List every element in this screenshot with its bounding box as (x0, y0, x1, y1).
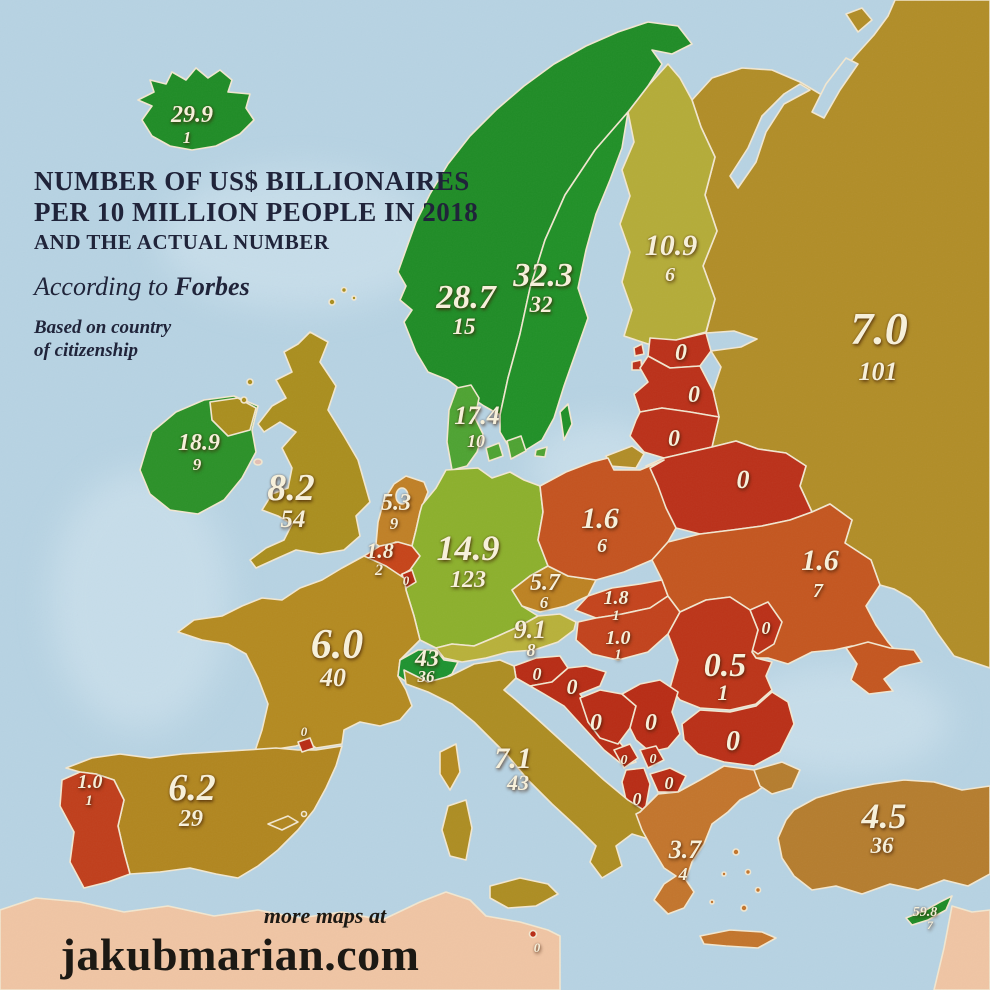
citizenship-note: Based on country of citizenship (34, 316, 504, 362)
source-prefix: According to (34, 272, 175, 301)
title-line-2: PER 10 MILLION PEOPLE IN 2018 (34, 197, 479, 227)
footer-tagline: more maps at (263, 903, 387, 928)
source-line: According to Forbes (34, 272, 504, 302)
note-line-1: Based on country (34, 317, 172, 338)
footer-site-link[interactable]: jakubmarian.com (60, 929, 420, 980)
source-name: Forbes (174, 272, 250, 301)
title-block: NUMBER OF US$ BILLIONAIRES PER 10 MILLIO… (34, 166, 504, 362)
title-line-3: AND THE ACTUAL NUMBER (34, 230, 330, 254)
note-line-2: of citizenship (34, 340, 138, 361)
title-line-1: NUMBER OF US$ BILLIONAIRES (34, 166, 470, 196)
